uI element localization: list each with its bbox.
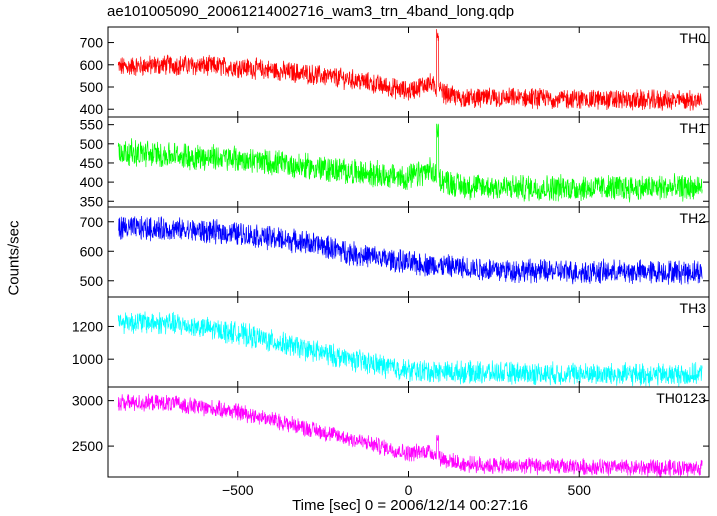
y-tick-label: 550 <box>80 117 104 133</box>
y-tick-label: 600 <box>80 243 104 259</box>
y-tick-label: 600 <box>80 57 104 73</box>
series-line-th2 <box>117 215 703 285</box>
series-line-th0123 <box>117 393 703 479</box>
y-tick-label: 400 <box>80 174 104 190</box>
series-line-th1 <box>117 123 703 203</box>
y-tick-label: 700 <box>80 35 104 51</box>
panel-frame-th2 <box>107 206 710 298</box>
y-tick-label: 3000 <box>72 393 103 409</box>
x-axis-label: Time [sec] 0 = 2006/12/14 00:27:16 <box>292 497 528 514</box>
panel-label: TH2 <box>680 210 707 226</box>
y-tick-label: 700 <box>80 214 104 230</box>
x-tick-label: 0 <box>405 482 413 498</box>
y-tick-label: 400 <box>80 101 104 117</box>
y-tick-label: 1200 <box>72 318 103 334</box>
y-tick-label: 2500 <box>72 438 103 454</box>
chart-title: ae101005090_20061214002716_wam3_trn_4ban… <box>107 3 515 20</box>
panel-label: TH0123 <box>656 390 706 406</box>
y-tick-label: 500 <box>80 273 104 289</box>
y-tick-label: 500 <box>80 136 104 152</box>
panel-label: TH0 <box>680 30 707 46</box>
y-tick-label: 1000 <box>72 351 103 367</box>
series-line-th3 <box>117 311 703 387</box>
x-tick-label: 500 <box>568 482 592 498</box>
panel-label: TH3 <box>680 300 707 316</box>
y-tick-label: 350 <box>80 193 104 209</box>
y-tick-label: 450 <box>80 155 104 171</box>
x-tick-label: −500 <box>222 482 254 498</box>
y-tick-label: 500 <box>80 79 104 95</box>
panel-label: TH1 <box>680 120 707 136</box>
series-line-th0 <box>117 29 703 111</box>
